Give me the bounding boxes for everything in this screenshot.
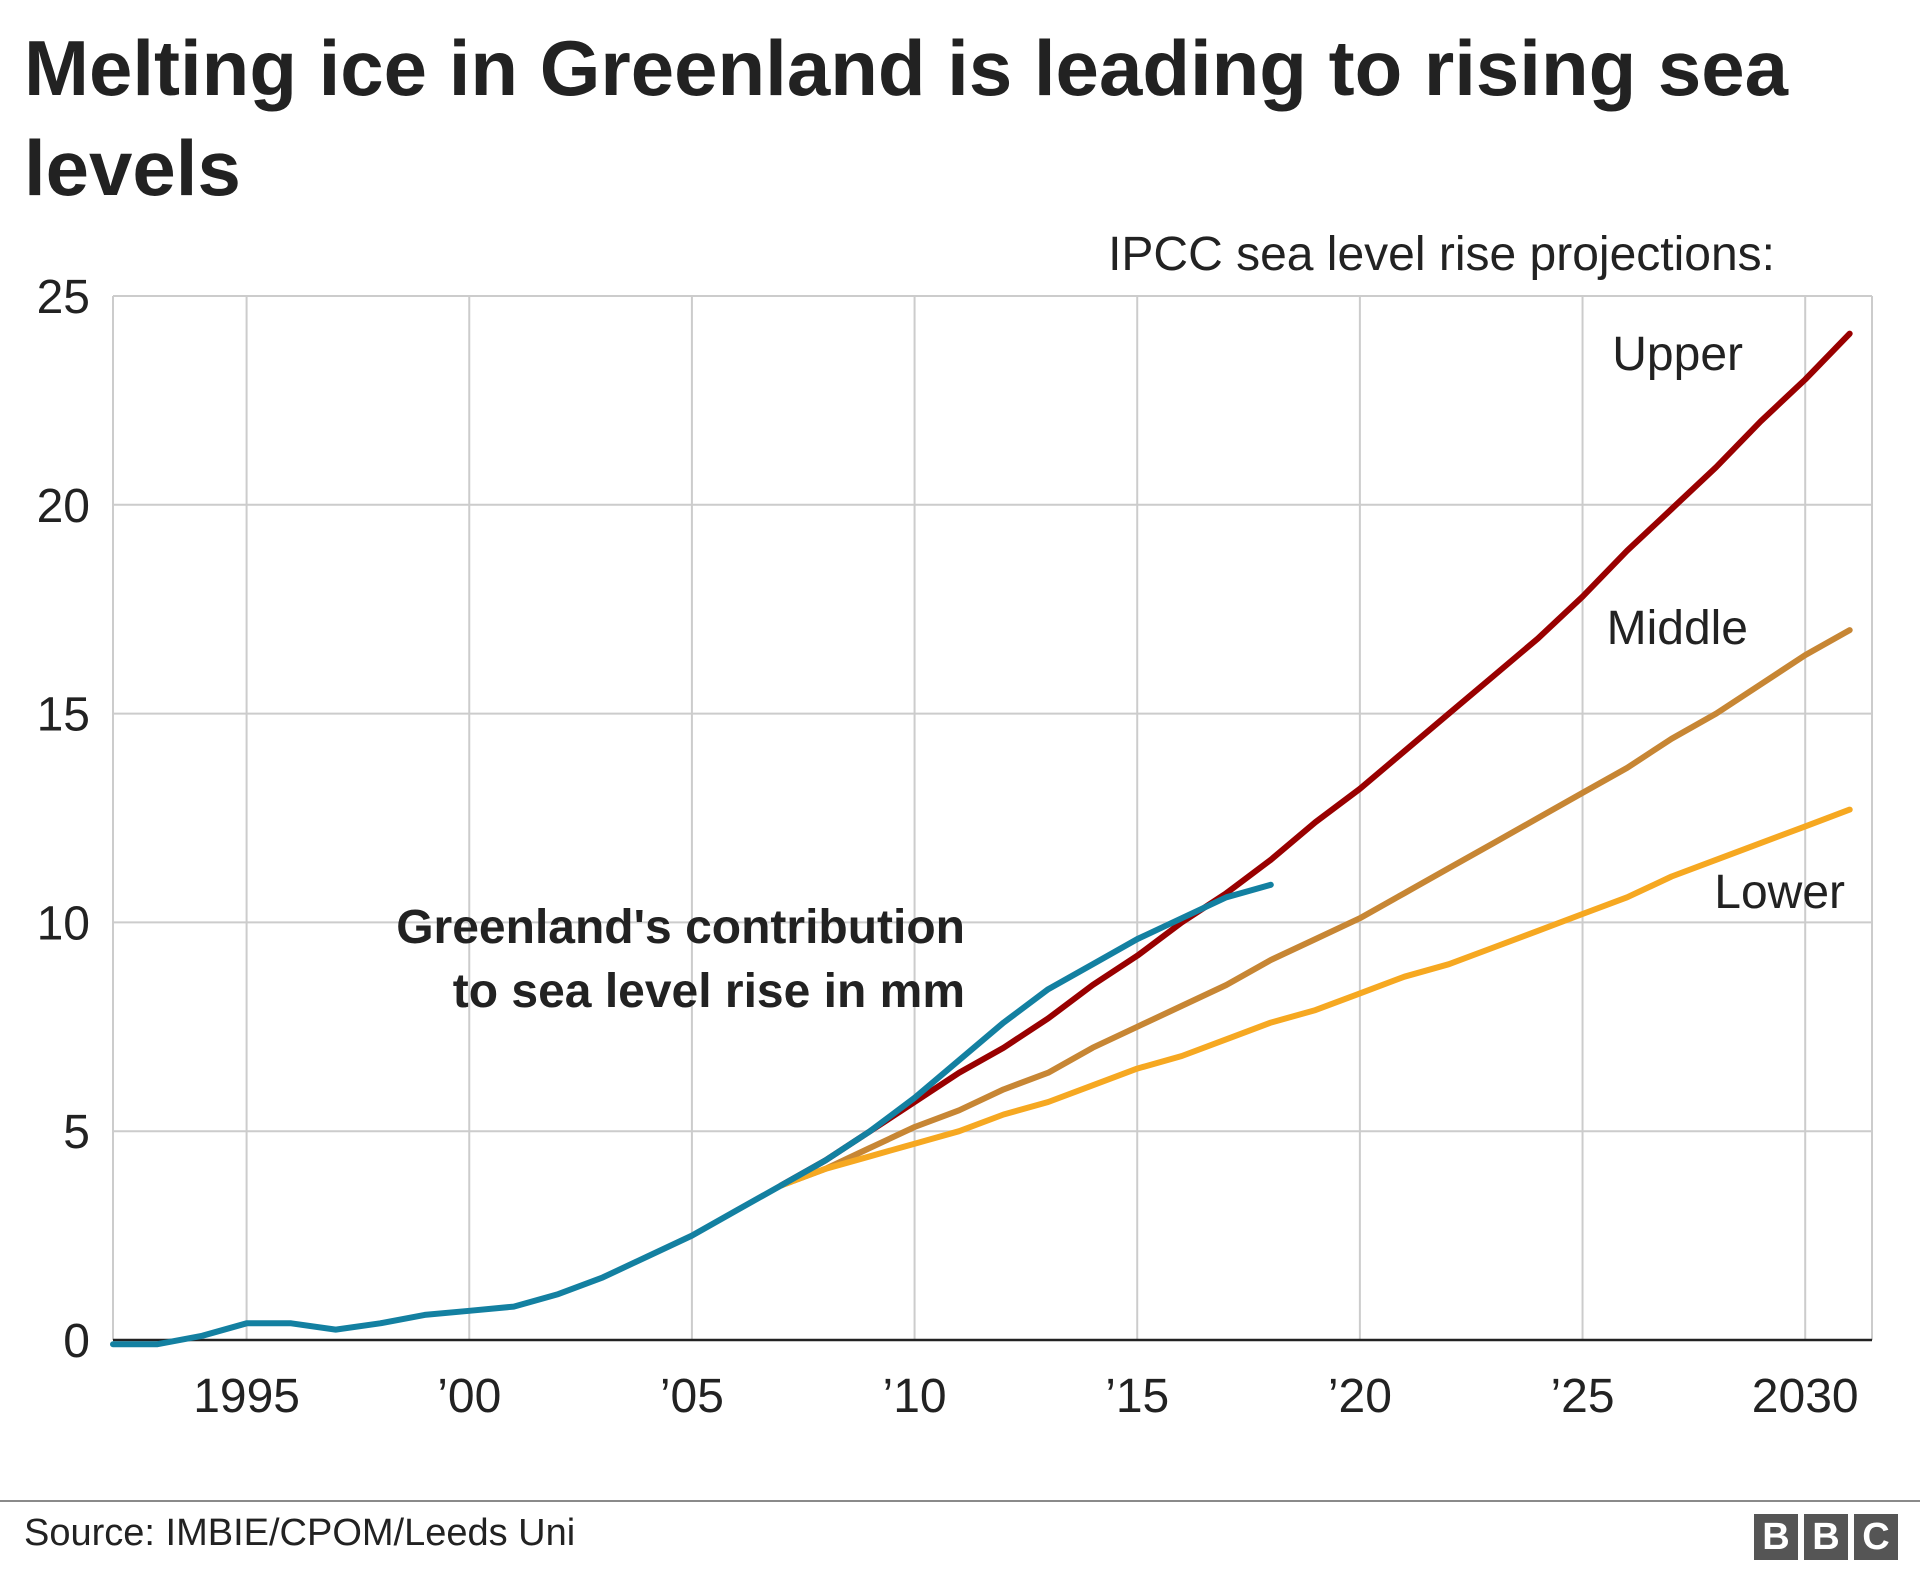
bbc-logo: B B C <box>1754 1514 1898 1560</box>
x-tick-label: ’05 <box>660 1370 724 1423</box>
legend-title: IPCC sea level rise projections: <box>1108 228 1775 281</box>
x-tick-label: 1995 <box>193 1370 300 1423</box>
x-tick-label: ’20 <box>1328 1370 1392 1423</box>
y-tick-label: 25 <box>37 271 90 324</box>
x-tick-label: ’15 <box>1105 1370 1169 1423</box>
series-line <box>778 330 1853 1189</box>
logo-letter: B <box>1754 1514 1798 1560</box>
x-tick-label: ’10 <box>883 1370 947 1423</box>
series-label: Lower <box>1714 866 1845 919</box>
chart: 0 5 10 15 20 25 1995 ’00 ’05 ’10 ’15 ’20 ’25 2030 IPC… <box>37 228 1873 1423</box>
y-tick-label: 0 <box>63 1315 90 1368</box>
series-label: Upper <box>1612 328 1743 381</box>
series-line <box>778 806 1853 1189</box>
x-tick-label: ’25 <box>1551 1370 1615 1423</box>
annotation-label: to sea level rise in mm <box>453 965 965 1018</box>
y-tick-label: 15 <box>37 689 90 742</box>
logo-letter: C <box>1854 1514 1898 1560</box>
x-tick-label: ’00 <box>437 1370 501 1423</box>
gridlines <box>112 295 1873 1340</box>
y-tick-label: 5 <box>63 1106 90 1159</box>
logo-letter: B <box>1804 1514 1848 1560</box>
axes: 0 5 10 15 20 25 1995 ’00 ’05 ’10 ’15 ’20 ’25 2030 <box>37 271 1872 1423</box>
series-line <box>778 627 1853 1189</box>
x-tick-label: 2030 <box>1752 1370 1859 1423</box>
labels: IPCC sea level rise projections: Upper Mid… <box>396 228 1845 1018</box>
series-line <box>110 881 1274 1348</box>
chart-title: Melting ice in Greenland is leading to r… <box>24 24 1789 212</box>
series-label: Middle <box>1607 602 1748 655</box>
y-tick-label: 10 <box>37 897 90 950</box>
series-lines <box>110 330 1853 1348</box>
source-note: Source: IMBIE/CPOM/Leeds Uni <box>24 1512 576 1554</box>
footer-divider <box>0 1500 1920 1502</box>
annotation-label: Greenland's contribution <box>396 901 965 954</box>
y-tick-label: 20 <box>37 480 90 533</box>
